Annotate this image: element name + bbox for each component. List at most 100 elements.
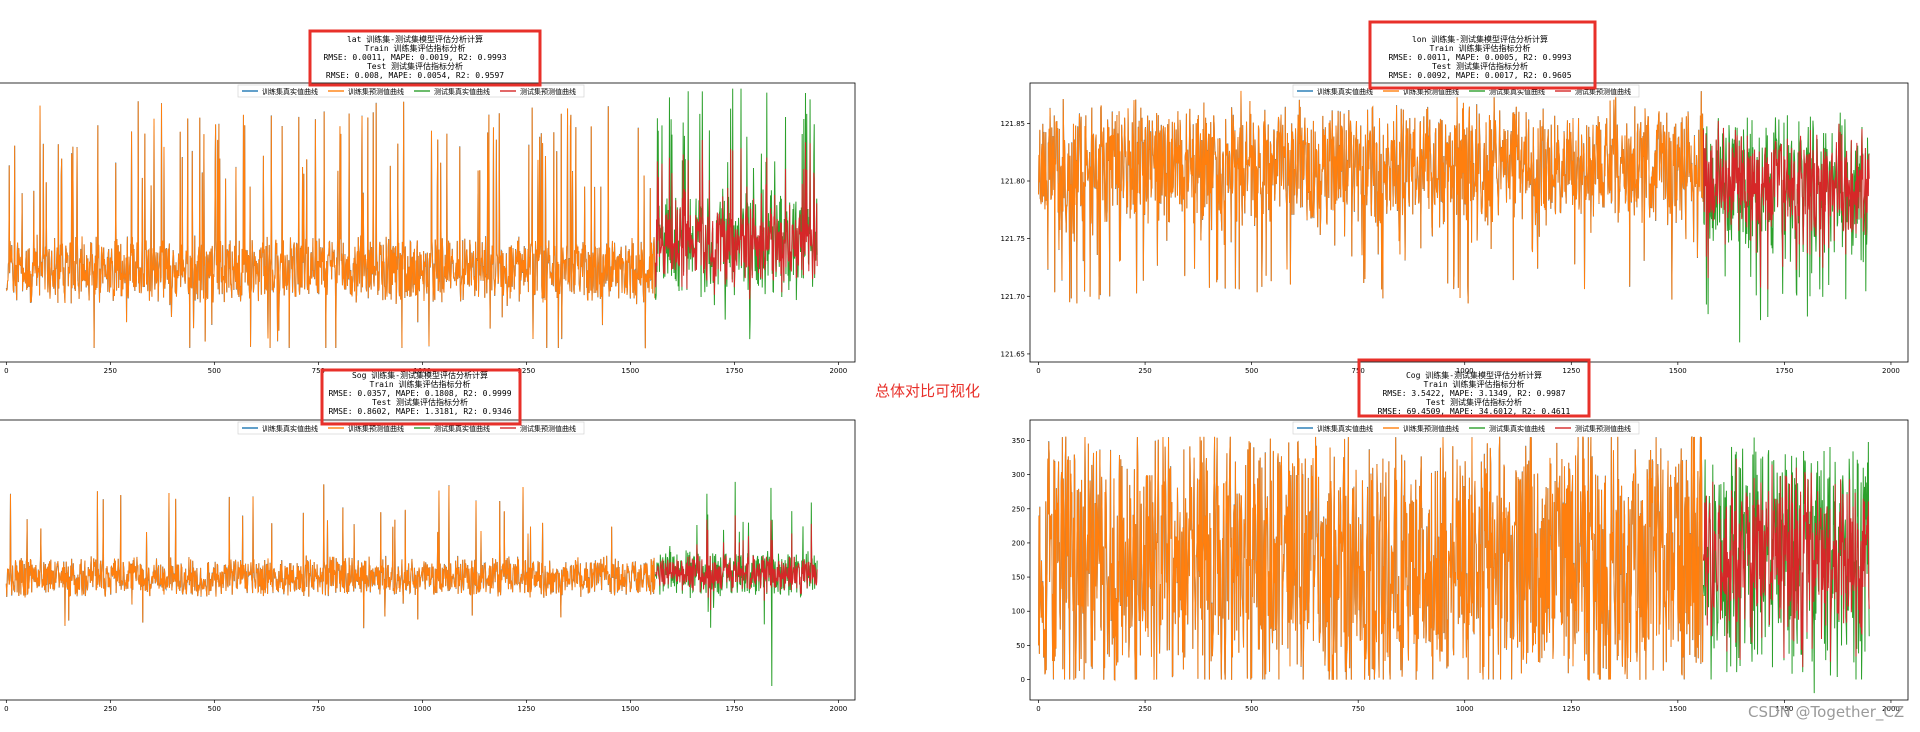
series-line-test-true [654, 481, 818, 687]
x-tick-label: 250 [1138, 367, 1151, 375]
x-tick-label: 500 [208, 705, 221, 713]
legend-label: 训练集预测值曲线 [348, 424, 404, 433]
y-tick-label: 0 [1021, 676, 1025, 684]
x-tick-label: 2000 [1882, 367, 1900, 375]
series-line-train-pred [1038, 90, 1704, 304]
legend-label: 测试集预测值曲线 [520, 424, 576, 433]
legend-label: 测试集真实值曲线 [434, 87, 490, 96]
legend-label: 测试集真实值曲线 [1489, 424, 1545, 433]
axes-frame [0, 82, 856, 363]
title-highlight-box [320, 368, 522, 426]
legend-label: 测试集预测值曲线 [1575, 87, 1631, 96]
chart-title-line: Test 测试集评估指标分析 [1432, 61, 1528, 71]
series-line-test-pred [1702, 458, 1870, 668]
chart-title-line: Test 测试集评估指标分析 [367, 61, 463, 71]
legend-label: 测试集预测值曲线 [1575, 424, 1631, 433]
chart-title-line: Train 训练集评估指标分析 [1430, 43, 1531, 53]
x-tick-label: 1250 [1562, 367, 1580, 375]
x-tick-label: 1500 [621, 367, 639, 375]
x-tick-label: 0 [1036, 705, 1040, 713]
chart-title-line: RMSE: 3.5422, MAPE: 3.1349, R2: 0.9987 [1382, 389, 1565, 398]
y-tick-label: 121.70 [1001, 293, 1026, 301]
title-highlight-box [1368, 20, 1597, 90]
x-tick-label: 1250 [517, 367, 535, 375]
legend: 训练集真实值曲线 训练集预测值曲线 测试集真实值曲线 测试集预测值曲线 [237, 84, 585, 98]
y-tick-label: 121.80 [1001, 177, 1026, 185]
x-tick-label: 2000 [829, 705, 847, 713]
chart-title-line: lat 训练集-测试集模型评估分析计算 [347, 34, 483, 44]
series-line-train-pred [5, 484, 656, 628]
chart-title-line: Sog 训练集-测试集模型评估分析计算 [352, 370, 488, 380]
x-tick-label: 0 [1036, 367, 1040, 375]
y-tick-label: 100 [1012, 608, 1025, 616]
x-tick-label: 1500 [1669, 367, 1687, 375]
axes-frame [0, 419, 856, 701]
chart-title-line: Test 测试集评估指标分析 [1426, 397, 1522, 407]
chart-1: 0 250 500 750 1000 1250 1500 1750 2000121.65121.… [1001, 20, 1909, 375]
chart-title-line: RMSE: 0.0011, MAPE: 0.0019, R2: 0.9993 [323, 53, 506, 62]
legend-label: 训练集真实值曲线 [1317, 87, 1373, 96]
legend-label: 训练集预测值曲线 [348, 87, 404, 96]
x-tick-label: 750 [312, 705, 325, 713]
watermark-text: CSDN @Together_CZ [1748, 703, 1905, 721]
x-tick-label: 1250 [1562, 705, 1580, 713]
y-tick-label: 200 [1012, 539, 1025, 547]
overall-comparison-label: 总体对比可视化 [875, 382, 981, 400]
series-line-test-true [1702, 112, 1870, 343]
y-tick-label: 50 [1016, 642, 1025, 650]
legend-label: 测试集真实值曲线 [1489, 87, 1545, 96]
chart-title-line: RMSE: 0.8602, MAPE: 1.3181, R2: 0.9346 [328, 407, 511, 416]
chart-title-line: Train 训练集评估指标分析 [1424, 379, 1525, 389]
x-tick-label: 1500 [621, 705, 639, 713]
x-tick-label: 1500 [1669, 705, 1687, 713]
title-highlight-box [308, 29, 542, 87]
y-tick-label: 250 [1012, 505, 1025, 513]
axes-frame [1029, 82, 1909, 363]
x-tick-label: 0 [4, 367, 8, 375]
chart-title-line: Train 训练集评估指标分析 [370, 379, 471, 389]
series-line-test-pred [1702, 120, 1870, 290]
legend-label: 训练集真实值曲线 [1317, 424, 1373, 433]
chart-title-line: RMSE: 69.4509, MAPE: 34.6012, R2: 0.4611 [1378, 407, 1571, 416]
legend-label: 测试集真实值曲线 [434, 424, 490, 433]
y-tick-label: 350 [1012, 437, 1025, 445]
chart-title-line: Test 测试集评估指标分析 [372, 397, 468, 407]
legend-label: 训练集真实值曲线 [262, 87, 318, 96]
y-tick-label: 121.75 [1001, 235, 1026, 243]
chart-2: 0 250 500 750 1000 1250 1500 1750 2000 训练集真实值曲线 训练… [0, 368, 856, 713]
series-line-train-true [5, 101, 656, 349]
x-tick-label: 500 [1245, 367, 1258, 375]
x-tick-label: 1750 [725, 705, 743, 713]
legend-label: 训练集预测值曲线 [1403, 87, 1459, 96]
legend: 训练集真实值曲线 训练集预测值曲线 测试集真实值曲线 测试集预测值曲线 [1292, 421, 1640, 435]
x-tick-label: 750 [1351, 705, 1364, 713]
x-tick-label: 1000 [1456, 705, 1474, 713]
x-tick-label: 250 [104, 705, 117, 713]
x-tick-label: 1000 [1456, 367, 1474, 375]
x-tick-label: 2000 [1882, 705, 1900, 713]
chart-title-line: lon 训练集-测试集模型评估分析计算 [1412, 34, 1548, 44]
chart-title-line: RMSE: 0.0357, MAPE: 0.1808, R2: 0.9999 [328, 389, 511, 398]
chart-title-line: Train 训练集评估指标分析 [365, 43, 466, 53]
chart-title-line: Cog 训练集-测试集模型评估分析计算 [1406, 370, 1542, 380]
x-tick-label: 1250 [517, 705, 535, 713]
legend-label: 测试集预测值曲线 [520, 87, 576, 96]
series-line-test-pred [655, 515, 818, 610]
chart-title-line: RMSE: 0.008, MAPE: 0.0054, R2: 0.9597 [326, 71, 504, 80]
legend-label: 训练集预测值曲线 [1403, 424, 1459, 433]
x-tick-label: 2000 [829, 367, 847, 375]
x-tick-label: 250 [1138, 705, 1151, 713]
x-tick-label: 500 [1245, 705, 1258, 713]
x-tick-label: 1750 [1775, 705, 1793, 713]
x-tick-label: 0 [4, 705, 8, 713]
legend-box [1292, 421, 1640, 435]
y-tick-label: 150 [1012, 574, 1025, 582]
y-tick-label: 121.85 [1001, 120, 1026, 128]
y-tick-label: 300 [1012, 471, 1025, 479]
y-tick-label: 121.65 [1001, 350, 1026, 358]
title-highlight-box [1357, 358, 1591, 418]
x-tick-label: 750 [312, 367, 325, 375]
x-tick-label: 250 [104, 367, 117, 375]
